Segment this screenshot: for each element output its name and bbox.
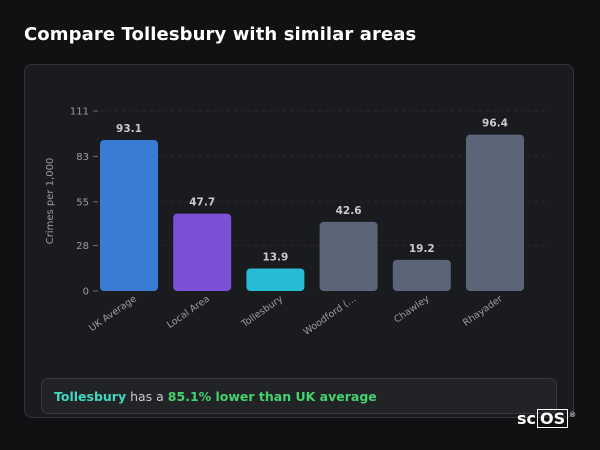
y-tick-label-0: 0	[83, 287, 89, 298]
comparison-summary: Tollesbury has a 85.1% lower than UK ave…	[41, 378, 557, 414]
bar-3	[319, 221, 378, 291]
x-tick-label-3: Woodford (…	[302, 293, 359, 337]
y-tick-label-1: 28	[76, 241, 89, 252]
bar-1	[173, 213, 232, 291]
bar-chart: Crimes per 1,000 0 28 55 83 111 93.1 UK Average…	[45, 107, 545, 338]
bar-value-label-5: 96.4	[482, 118, 508, 130]
x-tick-label-1: Local Area	[165, 293, 212, 330]
summary-area-name: Tollesbury	[54, 389, 127, 404]
x-tick-label-4: Chawley	[392, 293, 432, 325]
bar-value-label-4: 19.2	[409, 243, 435, 255]
bar-value-label-2: 13.9	[262, 251, 288, 263]
x-tick-label-0: UK Average	[87, 293, 139, 334]
logo-prefix: sc	[517, 409, 537, 428]
summary-connector-text: has a	[126, 389, 168, 404]
chart-card: Crimes per 1,000 0 28 55 83 111 93.1 UK Average…	[24, 64, 574, 418]
logo-registered-mark: ®	[569, 411, 577, 419]
bar-value-label-0: 93.1	[116, 123, 142, 135]
page-title: Compare Tollesbury with similar areas	[24, 24, 417, 45]
bar-5	[466, 134, 524, 291]
x-tick-label-2: Tollesbury	[239, 293, 285, 330]
y-tick-label-3: 83	[76, 152, 89, 163]
scos-logo: sc OS ®	[517, 408, 576, 430]
bar-4	[392, 259, 451, 291]
bar-0	[100, 140, 158, 291]
bar-value-label-3: 42.6	[336, 205, 362, 217]
logo-boxed-text: OS	[537, 409, 569, 428]
y-tick-label-2: 55	[76, 197, 89, 208]
bar-2	[246, 268, 305, 291]
y-tick-label-4: 111	[70, 107, 89, 118]
x-tick-label-5: Rhayader	[461, 293, 505, 328]
bar-value-label-1: 47.7	[189, 197, 215, 209]
y-axis-label: Crimes per 1,000	[45, 158, 56, 245]
summary-stat: 85.1% lower than UK average	[167, 389, 377, 404]
